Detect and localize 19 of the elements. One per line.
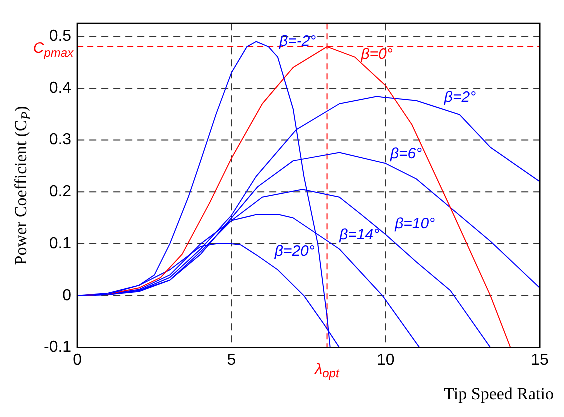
y-tick-label: 0.2 [49,184,72,201]
series-label: β=20° [274,243,315,260]
y-tick-label: 0.1 [49,235,72,252]
x-tick-label: 5 [227,352,236,369]
y-tick-label: 0 [62,287,72,304]
y-tick-label: -0.1 [44,339,72,356]
series-label: β=14° [338,226,380,244]
series-label: β=0° [360,46,393,63]
x-axis-title: Tip Speed Ratio [444,384,554,404]
series-label: β=2° [443,88,476,106]
y-tick-label: 0.4 [49,80,72,97]
series-label: β=10° [394,216,436,233]
x-tick-label: 15 [531,352,549,369]
x-tick-label: 10 [376,352,395,369]
series-label: β=6° [389,145,422,162]
y-tick-label: 0.3 [49,132,72,149]
y-tick-label: 0.5 [49,28,72,45]
y-axis-title: Power Coefficient (CP) [11,106,34,266]
series-label: β=-2° [278,32,316,50]
